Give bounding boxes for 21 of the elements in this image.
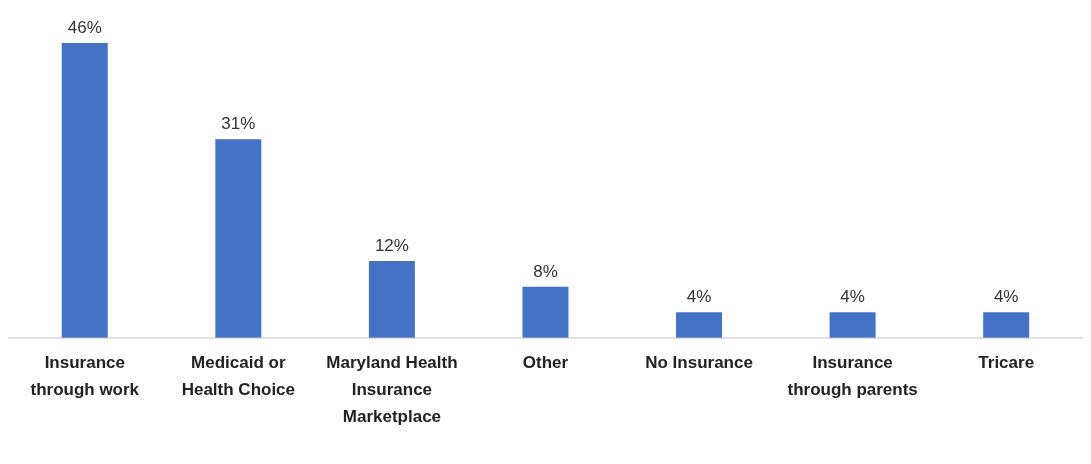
x-tick-label: Insurance through parents <box>787 353 918 399</box>
bar <box>61 43 108 338</box>
bar <box>676 312 723 338</box>
data-label: 12% <box>374 236 409 256</box>
x-tick-label: Medicaid or Health Choice <box>181 353 296 399</box>
data-label: 4% <box>840 287 865 307</box>
data-label: 46% <box>67 18 102 37</box>
bar <box>829 312 876 338</box>
data-label: 4% <box>686 287 712 307</box>
data-label: 4% <box>993 287 1019 307</box>
data-label: 31% <box>221 114 256 134</box>
x-tick-label: Insurance through work <box>30 353 140 399</box>
x-tick-label: Other <box>522 353 569 372</box>
bar <box>522 286 569 338</box>
x-tick-label: Tricare <box>978 353 1035 372</box>
x-tick-label: No Insurance <box>645 353 753 372</box>
bar <box>368 261 415 338</box>
bar <box>215 139 262 338</box>
data-label: 8% <box>533 261 558 281</box>
bar <box>983 312 1030 338</box>
x-tick-label: Maryland Health Insurance Marketplace <box>326 353 458 426</box>
